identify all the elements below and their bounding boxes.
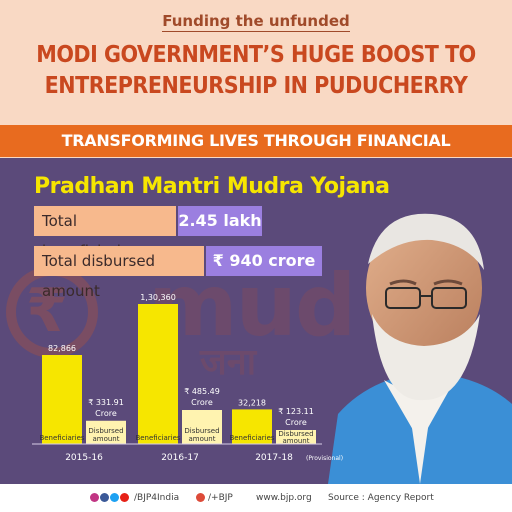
youtube-icon bbox=[120, 493, 129, 502]
main-panel: ₹ mud जना Pradhan Mantri Mudra Yojana To… bbox=[0, 158, 512, 484]
disbursed-bar-label-2: amount bbox=[282, 437, 309, 445]
beneficiaries-value-label: 1,30,360 bbox=[140, 293, 176, 302]
beneficiaries-bar-label: Beneficiaries bbox=[135, 434, 180, 442]
disbursed-value-label: ₹ 485.49 bbox=[184, 387, 220, 396]
disbursed-bar-label-1: Disbursed bbox=[184, 427, 219, 435]
beneficiaries-bar bbox=[42, 355, 82, 444]
gplus-icon bbox=[196, 493, 206, 503]
facebook-icon bbox=[100, 493, 109, 502]
beneficiaries-bar-label: Beneficiaries bbox=[39, 434, 84, 442]
footer: /BJP4India /+BJP www.bjp.org Source : Ag… bbox=[0, 484, 512, 512]
kicker-text: Funding the unfunded bbox=[162, 12, 350, 32]
disbursed-bar bbox=[86, 420, 126, 444]
footer-gplus: /+BJP bbox=[208, 493, 233, 503]
social-icons bbox=[90, 493, 130, 503]
beneficiaries-value-label: 32,218 bbox=[238, 398, 266, 407]
footer-website[interactable]: www.bjp.org bbox=[256, 493, 312, 503]
mudra-watermark-sub: जना bbox=[200, 342, 257, 383]
footer-handle: /BJP4India bbox=[134, 493, 180, 503]
twitter-icon bbox=[110, 493, 119, 502]
beneficiaries-bar bbox=[138, 304, 178, 444]
category-label: 2017-18 bbox=[255, 453, 293, 463]
disbursed-unit-label: Crore bbox=[95, 409, 117, 418]
disbursed-value-label: ₹ 123.11 bbox=[278, 407, 314, 416]
beneficiaries-value-label: 82,866 bbox=[48, 344, 76, 353]
scheme-title: Pradhan Mantri Mudra Yojana bbox=[34, 174, 390, 199]
disbursed-bar-label-2: amount bbox=[92, 435, 119, 443]
disbursed-unit-label: Crore bbox=[285, 418, 307, 427]
banner: TRANSFORMING LIVES THROUGH FINANCIAL EMP… bbox=[0, 125, 512, 182]
mudra-chart: 82,866 Beneficiaries ₹ 331.91 Crore Disburse… bbox=[32, 293, 343, 463]
total-beneficiaries-value: 2.45 lakh bbox=[178, 206, 262, 236]
total-disbursed-label: Total disbursed amount bbox=[34, 246, 204, 300]
footer-source: Source : Agency Report bbox=[328, 493, 434, 503]
disbursed-unit-label: Crore bbox=[191, 398, 213, 407]
disbursed-value-label: ₹ 331.91 bbox=[88, 398, 124, 407]
disbursed-bar bbox=[182, 410, 222, 444]
provisional-note: (Provisional) bbox=[306, 455, 343, 462]
instagram-icon bbox=[90, 493, 99, 502]
disbursed-bar bbox=[276, 430, 316, 444]
beneficiaries-bar-label: Beneficiaries bbox=[229, 434, 274, 442]
beneficiaries-bar bbox=[232, 409, 272, 444]
disbursed-bar-label-1: Disbursed bbox=[278, 430, 313, 438]
category-label: 2016-17 bbox=[161, 453, 199, 463]
total-disbursed-value: ₹ 940 crore bbox=[206, 246, 322, 276]
headline-line-1: MODI GOVERNMENT’S HUGE BOOST TO bbox=[36, 42, 476, 68]
headline-line-2: ENTREPRENEURSHIP IN PUDUCHERRY bbox=[44, 73, 468, 99]
disbursed-bar-label-1: Disbursed bbox=[88, 427, 123, 435]
headline: MODI GOVERNMENT’S HUGE BOOST TO ENTREPRE… bbox=[0, 40, 512, 102]
rupee-icon: ₹ bbox=[26, 276, 68, 346]
header-area: Funding the unfunded MODI GOVERNMENT’S H… bbox=[0, 0, 512, 124]
category-label: 2015-16 bbox=[65, 453, 103, 463]
disbursed-bar-label-2: amount bbox=[188, 435, 215, 443]
leader-portrait bbox=[328, 213, 512, 484]
